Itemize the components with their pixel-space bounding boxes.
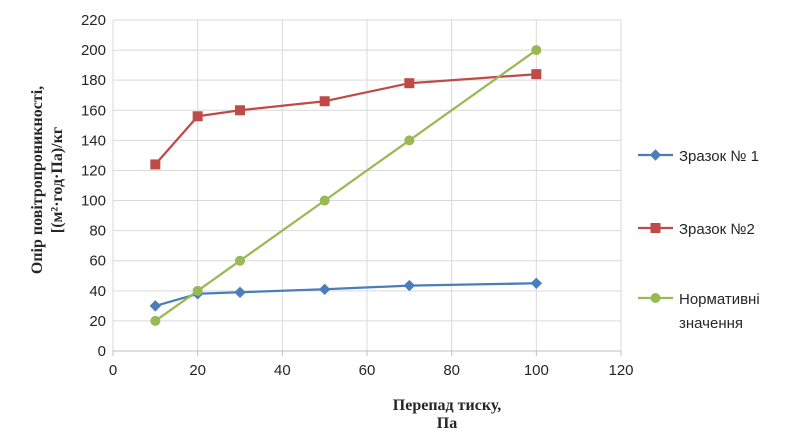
x-axis-title: Па: [437, 415, 457, 432]
y-axis-title: Опір повітропроникності,: [29, 86, 46, 274]
y-tick-label: 180: [81, 72, 106, 89]
data-point: [192, 285, 203, 296]
legend-marker: [649, 149, 662, 161]
data-point: [531, 45, 542, 56]
data-point: [403, 279, 416, 292]
x-tick-label: 80: [443, 362, 460, 379]
x-tick-label: 120: [608, 362, 633, 379]
legend-item-3: Нормативні значення: [638, 291, 760, 332]
x-tick-label: 60: [359, 362, 376, 379]
data-point: [150, 159, 161, 170]
data-point: [318, 283, 331, 296]
y-axis-title: [(м²·год·Па)/кг: [49, 127, 66, 233]
y-tick-label: 20: [89, 313, 106, 330]
series-lines: [149, 45, 543, 326]
data-point: [404, 135, 415, 146]
data-point: [234, 286, 246, 299]
x-tick-label: 40: [274, 362, 291, 379]
data-point: [531, 69, 542, 80]
data-point: [530, 277, 543, 290]
series-2: [150, 69, 542, 170]
data-point: [192, 111, 203, 122]
series-line: [154, 49, 537, 322]
data-point: [235, 255, 245, 266]
y-tick-label: 200: [81, 42, 106, 59]
gridlines: [112, 19, 622, 351]
y-tick-label: 80: [89, 223, 106, 240]
data-point: [319, 195, 330, 206]
data-point: [235, 105, 245, 116]
x-axis-title: Перепад тиску,: [393, 397, 501, 414]
data-point: [319, 96, 330, 107]
y-tick-label: 40: [89, 283, 106, 300]
legend-marker: [650, 223, 661, 233]
legend-label: Зразок №2: [679, 221, 755, 238]
y-tick-label: 140: [81, 132, 106, 149]
series-3: [150, 45, 542, 326]
series-line: [154, 73, 537, 166]
axes: 0 20 40 60 80 100 120 140 160 180 200 220 0 20 40 60 80 1…: [29, 12, 634, 432]
y-tick-label: 220: [81, 12, 106, 29]
legend: Зразок № 1 Зразок №2 Нормативні значення: [638, 148, 760, 332]
legend-label: Нормативні: [679, 291, 760, 308]
y-tick-label: 160: [81, 102, 106, 119]
legend-label: Зразок № 1: [679, 148, 759, 165]
x-tick-label: 100: [524, 362, 549, 379]
legend-item-2: Зразок №2: [638, 221, 755, 238]
y-tick-label: 0: [98, 343, 106, 360]
y-tick-label: 60: [89, 253, 106, 270]
x-tick-label: 20: [189, 362, 206, 379]
y-tick-label: 120: [81, 162, 106, 179]
x-tick-label: 0: [109, 362, 117, 379]
data-point: [149, 300, 162, 312]
data-point: [404, 78, 415, 89]
data-point: [150, 315, 161, 326]
y-tick-label: 100: [81, 193, 106, 210]
legend-marker: [650, 293, 661, 303]
legend-label: значення: [679, 315, 743, 332]
series-line: [154, 282, 537, 307]
legend-item-1: Зразок № 1: [638, 148, 759, 165]
